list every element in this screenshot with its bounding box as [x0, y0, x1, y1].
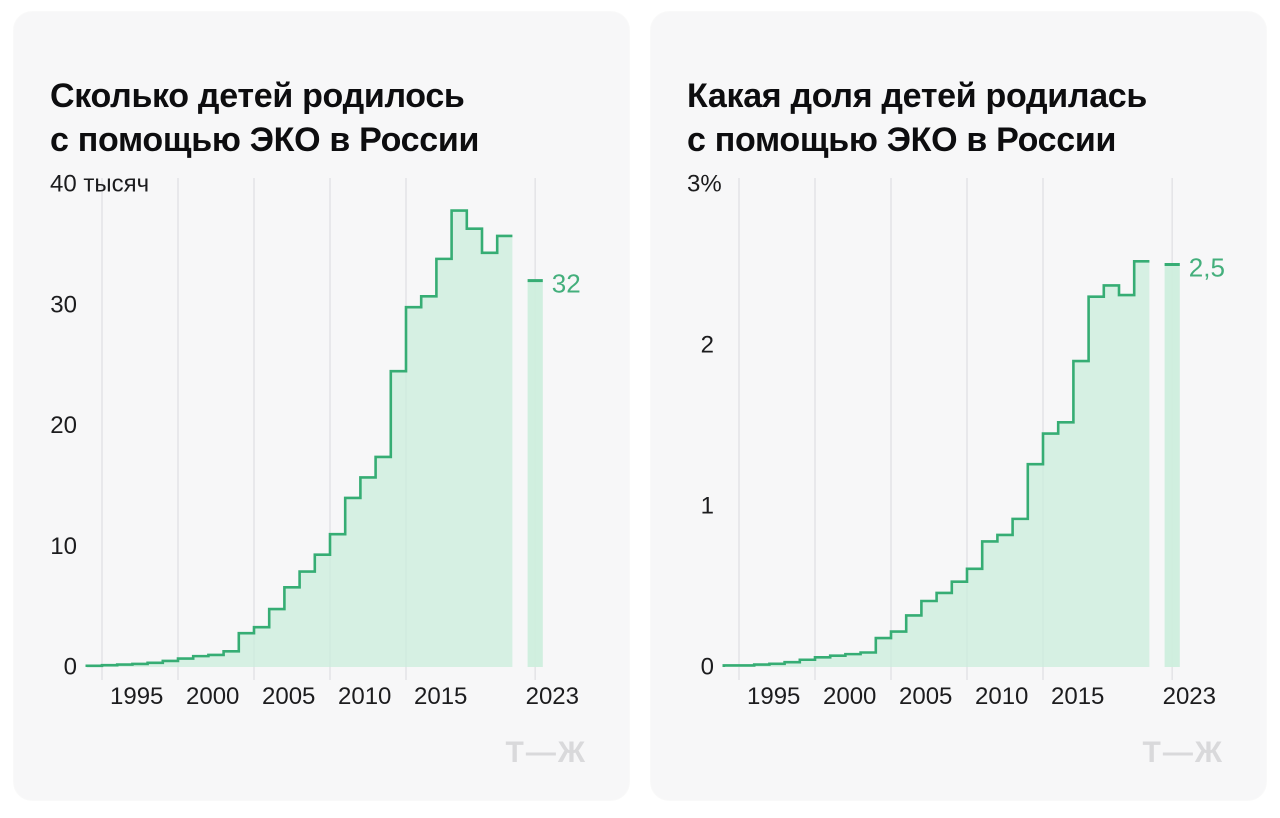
y-axis-labels: 0 10 20 30 40 тысяч — [50, 171, 149, 681]
highlight-bar — [1164, 264, 1180, 667]
chart-share-svg: 2,5 0 1 2 3% 1995 2000 2005 2010 2015 2023 — [687, 171, 1225, 711]
svg-text:2010: 2010 — [338, 683, 391, 710]
title-line-1: Какая доля детей родилась — [687, 77, 1148, 116]
area-fill — [86, 210, 513, 667]
card-ivf-births-share: Какая доля детей родилась с помощью ЭКО … — [651, 12, 1266, 800]
chart-count-svg: 32 0 10 20 30 40 тысяч 1995 2000 2005 2010 2015 202… — [50, 171, 581, 711]
svg-text:2010: 2010 — [975, 683, 1028, 710]
svg-text:1995: 1995 — [747, 683, 800, 710]
area-fill — [723, 261, 1150, 667]
area-step-line — [722, 259, 1150, 667]
svg-text:20: 20 — [50, 412, 77, 439]
svg-text:2005: 2005 — [262, 683, 315, 710]
title-line-2: с помощью ЭКО в России — [50, 121, 480, 160]
chart-title-share: Какая доля детей родилась с помощью ЭКО … — [687, 74, 1147, 162]
svg-text:0: 0 — [64, 654, 77, 681]
x-axis-labels: 1995 2000 2005 2010 2015 2023 — [747, 683, 1216, 710]
svg-text:2000: 2000 — [823, 683, 876, 710]
svg-text:2015: 2015 — [1051, 683, 1104, 710]
svg-text:2023: 2023 — [526, 683, 579, 710]
chart-title-count: Сколько детей родилось с помощью ЭКО в Р… — [50, 74, 479, 162]
title-line-1: Сколько детей родилось — [50, 77, 465, 116]
svg-text:2005: 2005 — [899, 683, 952, 710]
svg-text:30: 30 — [50, 291, 77, 318]
tj-logo: Т—Ж — [505, 736, 587, 769]
highlight-bar — [527, 280, 543, 667]
svg-text:0: 0 — [701, 654, 714, 681]
card-ivf-births-count: Сколько детей родилось с помощью ЭКО в Р… — [14, 12, 629, 800]
svg-text:10: 10 — [50, 533, 77, 560]
svg-text:2000: 2000 — [186, 683, 239, 710]
svg-text:2023: 2023 — [1163, 683, 1216, 710]
title-line-2: с помощью ЭКО в России — [687, 121, 1117, 160]
highlight-value-label: 2,5 — [1189, 253, 1225, 283]
y-axis-labels: 0 1 2 3% — [687, 171, 722, 681]
y-axis-unit-label: 3% — [687, 171, 722, 198]
y-axis-unit-label: 40 тысяч — [50, 171, 149, 198]
svg-text:2015: 2015 — [414, 683, 467, 710]
svg-text:1995: 1995 — [110, 683, 163, 710]
highlight-value-label: 32 — [552, 269, 581, 299]
svg-text:1: 1 — [701, 493, 714, 520]
area-step-line — [85, 209, 513, 668]
tj-logo: Т—Ж — [1142, 736, 1224, 769]
x-axis-labels: 1995 2000 2005 2010 2015 2023 — [110, 683, 579, 710]
svg-text:2: 2 — [701, 332, 714, 359]
